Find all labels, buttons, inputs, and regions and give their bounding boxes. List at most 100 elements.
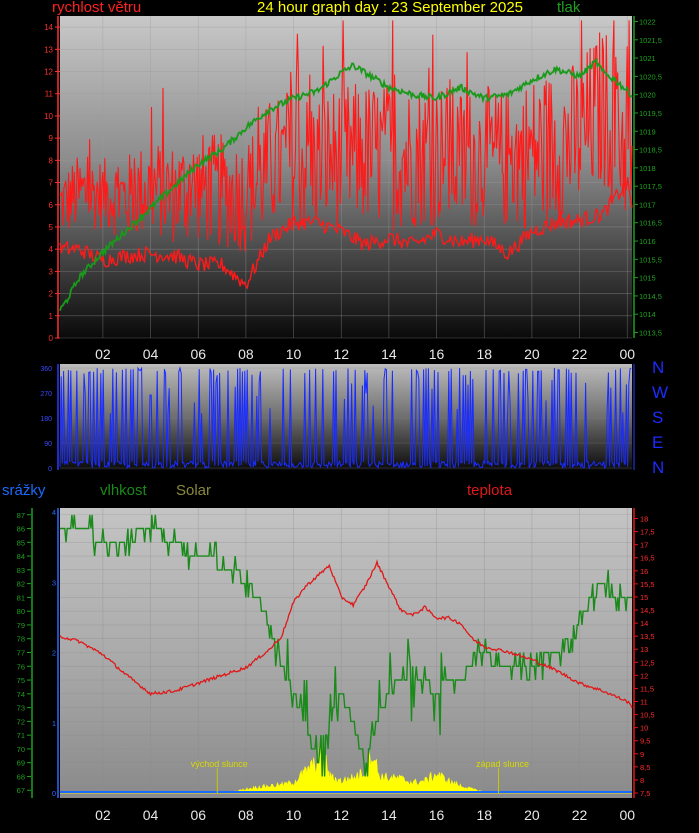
- x-tick-label: 18: [476, 807, 492, 823]
- x-tick-label: 04: [143, 807, 159, 823]
- x-tick-label: 18: [476, 346, 492, 362]
- y-tick-label-pressure: 1020,5: [639, 72, 662, 81]
- y-tick-label-pressure: 1018,5: [639, 146, 662, 155]
- y-tick-label-pressure: 1021,5: [639, 36, 662, 45]
- y-tick-label-wind: 14: [44, 23, 53, 32]
- y-tick-label-temperature: 11,5: [640, 684, 654, 693]
- y-tick-label-temperature: 12: [640, 671, 648, 680]
- temperature-line: [59, 559, 633, 709]
- humidity-line: [60, 514, 632, 777]
- y-tick-label-wind: 2: [49, 290, 54, 299]
- x-tick-label: 14: [381, 807, 397, 823]
- solar-legend-label: Solar: [176, 482, 212, 499]
- y-tick-label-humidity: 73: [17, 704, 25, 713]
- y-tick-label-humidity: 84: [17, 552, 25, 561]
- y-tick-label-temperature: 18: [640, 515, 648, 524]
- y-tick-label-wind: 12: [44, 68, 53, 77]
- y-tick-label-temperature: 17,5: [640, 528, 655, 537]
- y-tick-label-temperature: 13: [640, 645, 648, 654]
- y-tick-label-wind: 9: [49, 134, 54, 143]
- y-tick-label-pressure: 1014,5: [639, 292, 662, 301]
- sunset-label: západ slunce: [476, 759, 529, 769]
- y-tick-label-pressure: 1015: [639, 274, 656, 283]
- x-tick-label: 06: [190, 346, 206, 362]
- y-tick-label-direction: 360: [40, 366, 52, 373]
- y-tick-label-humidity: 81: [17, 593, 25, 602]
- y-tick-label-temperature: 15,5: [640, 580, 655, 589]
- y-tick-label-humidity: 87: [17, 511, 25, 520]
- y-tick-label-temperature: 8,5: [640, 763, 650, 772]
- direction-label-s: S: [652, 408, 664, 427]
- x-tick-label: 02: [95, 346, 111, 362]
- y-tick-label-pressure: 1014: [639, 310, 656, 319]
- y-tick-label-pressure: 1015,5: [639, 255, 662, 264]
- y-tick-label-pressure: 1016: [639, 237, 656, 246]
- temperature-legend-label: teplota: [467, 482, 513, 499]
- y-tick-label-wind: 1: [49, 312, 54, 321]
- y-tick-label-pressure: 1013,5: [639, 329, 662, 338]
- y-tick-label-humidity: 70: [17, 745, 25, 754]
- y-tick-label-wind: 0: [49, 334, 54, 343]
- y-tick-label-wind: 4: [49, 245, 54, 254]
- y-tick-label-pressure: 1022: [639, 17, 656, 26]
- y-tick-label-temperature: 15: [640, 593, 648, 602]
- x-tick-label: 22: [572, 346, 588, 362]
- y-tick-label-pressure: 1017: [639, 200, 656, 209]
- y-tick-label-temperature: 7,5: [640, 789, 650, 798]
- humidity-legend-label: vlhkost: [100, 482, 147, 499]
- direction-label-e: E: [652, 433, 664, 452]
- y-tick-label-humidity: 83: [17, 566, 25, 575]
- x-tick-label: 12: [333, 807, 349, 823]
- y-tick-label-temperature: 9,5: [640, 737, 650, 746]
- y-tick-label-humidity: 72: [17, 717, 25, 726]
- wind-speed-line: [59, 20, 633, 252]
- y-tick-label-humidity: 82: [17, 580, 25, 589]
- y-tick-label-wind: 6: [49, 201, 54, 210]
- x-tick-label: 10: [286, 346, 302, 362]
- y-tick-label-direction: 180: [40, 416, 52, 423]
- y-tick-label-pressure: 1021: [639, 54, 656, 63]
- y-tick-label-wind: 5: [49, 223, 54, 232]
- wind-average-line: [59, 177, 633, 290]
- y-tick-label-temperature: 10: [640, 724, 648, 733]
- x-tick-label: 20: [524, 807, 540, 823]
- y-tick-label-direction: 90: [44, 441, 52, 448]
- direction-label-w: W: [652, 383, 669, 402]
- direction-label-n-bottom: N: [652, 458, 665, 477]
- humidity-temperature-chart: 02 04 06 08 10 12 14 16 18 20 22 006768697071727374…: [17, 508, 655, 823]
- y-tick-label-rain: 3: [52, 578, 56, 587]
- y-tick-label-temperature: 10,5: [640, 711, 655, 720]
- wind-direction-line: [59, 366, 632, 470]
- x-tick-label: 14: [381, 346, 397, 362]
- y-tick-label-temperature: 17: [640, 541, 648, 550]
- y-tick-label-temperature: 12,5: [640, 658, 655, 667]
- chart-title: 24 hour graph day : 23 September 2025: [257, 0, 524, 16]
- y-tick-label-temperature: 14,5: [640, 606, 655, 615]
- pressure-axis-label: tlak: [557, 0, 581, 16]
- y-tick-label-wind: 10: [44, 112, 53, 121]
- x-tick-label: 16: [429, 346, 445, 362]
- x-tick-label: 12: [333, 346, 349, 362]
- y-tick-label-temperature: 11: [640, 698, 648, 707]
- y-tick-label-humidity: 86: [17, 525, 25, 534]
- rain-axis-label: srážky: [2, 482, 46, 499]
- direction-label-n-top: N: [652, 358, 665, 377]
- y-tick-label-rain: 2: [52, 649, 56, 658]
- y-tick-label-humidity: 67: [17, 786, 25, 795]
- x-tick-label: 06: [190, 807, 206, 823]
- x-tick-label: 02: [95, 807, 111, 823]
- y-tick-label-pressure: 1016,5: [639, 219, 662, 228]
- x-tick-label: 04: [143, 346, 159, 362]
- y-tick-label-humidity: 68: [17, 772, 25, 781]
- x-tick-label: 10: [286, 807, 302, 823]
- y-tick-label-pressure: 1017,5: [639, 182, 662, 191]
- y-tick-label-humidity: 69: [17, 759, 25, 768]
- wind-direction-chart: 0 90 180 270 360: [40, 364, 635, 473]
- y-tick-label-rain: 0: [52, 789, 56, 798]
- x-tick-label: 08: [238, 346, 254, 362]
- plot-area: [60, 16, 632, 338]
- y-tick-label-temperature: 8: [640, 776, 644, 785]
- y-tick-label-temperature: 9: [640, 750, 644, 759]
- wind-axis-label: rychlost větru: [52, 0, 142, 16]
